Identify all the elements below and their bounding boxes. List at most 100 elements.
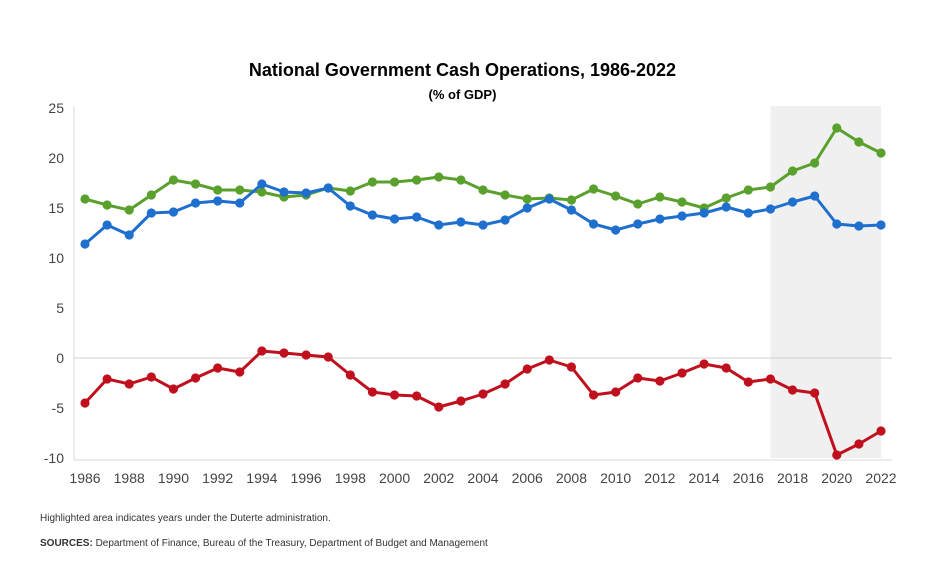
series-3-point: [102, 374, 112, 384]
series-2-point: [810, 191, 820, 201]
x-tick-label: 2008: [556, 470, 587, 486]
series-3-point: [345, 370, 355, 380]
x-tick-label: 1994: [246, 470, 277, 486]
series-3-point: [412, 391, 422, 401]
x-tick-label: 1990: [158, 470, 189, 486]
y-tick-label: 0: [56, 350, 64, 366]
sources-label: SOURCES:: [40, 538, 93, 549]
series-1-point: [876, 148, 886, 158]
series-3-point: [810, 388, 820, 398]
series-3-point: [832, 450, 842, 460]
series-2-point: [345, 201, 355, 211]
series-1-point: [412, 175, 422, 185]
series-3-point: [854, 439, 864, 449]
x-tick-label: 1998: [335, 470, 366, 486]
series-3-point: [655, 376, 665, 386]
x-tick-label: 1986: [69, 470, 100, 486]
series-2-point: [832, 219, 842, 229]
series-1-point: [345, 186, 355, 196]
x-tick-label: 2010: [600, 470, 631, 486]
series-1-point: [434, 172, 444, 182]
series-1-point: [389, 177, 400, 187]
series-2-point: [102, 220, 112, 230]
series-2-point: [787, 197, 798, 207]
series-3-point: [566, 362, 577, 372]
series-1-point: [367, 177, 378, 187]
series-2-point: [323, 183, 333, 193]
series-2-point: [699, 208, 709, 218]
series-1-point: [743, 185, 753, 195]
series-2-point: [146, 208, 156, 218]
series-3-point: [323, 352, 333, 362]
x-tick-label: 2012: [644, 470, 675, 486]
series-2-point: [80, 239, 90, 249]
series-2-point: [500, 215, 510, 225]
series-2-point: [633, 219, 643, 229]
series-1-point: [854, 137, 864, 147]
series-1-point: [721, 193, 731, 203]
x-tick-label: 2002: [423, 470, 454, 486]
series-2-point: [876, 220, 886, 230]
series-1-point: [456, 175, 466, 185]
series-3-point: [168, 384, 179, 394]
x-tick-label: 2004: [467, 470, 498, 486]
series-3-point: [456, 396, 466, 406]
series-3-point: [522, 364, 532, 374]
x-tick-label: 2016: [733, 470, 764, 486]
series-2-point: [168, 207, 179, 217]
y-tick-label: 10: [48, 250, 64, 266]
series-3-point: [478, 389, 488, 399]
series-2-point: [854, 221, 864, 231]
series-2-point: [743, 208, 753, 218]
series-3-point: [677, 368, 687, 378]
series-1-point: [235, 185, 245, 195]
series-1-point: [611, 191, 621, 201]
series-1-point: [168, 175, 179, 185]
x-tick-label: 2022: [865, 470, 896, 486]
series-1-point: [478, 185, 488, 195]
highlight-band: [770, 106, 881, 458]
series-2-point: [190, 198, 201, 208]
series-1-point: [787, 166, 798, 176]
series-2-point: [456, 217, 466, 227]
series-3-point: [124, 379, 134, 389]
series-3-point: [367, 387, 378, 397]
series-1-point: [677, 197, 687, 207]
series-1-point: [810, 158, 820, 168]
series-2-point: [478, 220, 488, 230]
series-2-point: [257, 179, 267, 189]
series-3-point: [787, 385, 798, 395]
series-3-point: [876, 426, 886, 436]
series-1-point: [765, 182, 776, 192]
series-2-point: [434, 220, 444, 230]
series-1-point: [633, 199, 643, 209]
series-3-point: [765, 374, 776, 384]
series-2-point: [213, 196, 223, 206]
series-1-point: [832, 123, 842, 133]
series-1-point: [146, 190, 156, 200]
series-1-point: [80, 194, 90, 204]
series-3-point: [633, 373, 643, 383]
series-1-point: [566, 195, 577, 205]
series-3-point: [146, 372, 156, 382]
y-tick-label: -10: [44, 450, 64, 466]
x-tick-label: 2018: [777, 470, 808, 486]
series-3-point: [213, 363, 223, 373]
series-2-point: [544, 194, 554, 204]
series-1-point: [655, 192, 665, 202]
series-2-point: [566, 205, 577, 215]
y-tick-label: 25: [48, 100, 64, 116]
chart-title: National Government Cash Operations, 198…: [248, 60, 677, 80]
y-tick-label: 20: [48, 150, 64, 166]
series-2-point: [279, 187, 289, 197]
series-3-point: [301, 350, 311, 360]
sources-note: SOURCES: Department of Finance, Bureau o…: [40, 538, 488, 549]
series-2-point: [367, 210, 378, 220]
series-2-point: [588, 219, 599, 229]
y-tick-label: -5: [52, 400, 65, 416]
series-line-1: [84, 126, 882, 212]
x-tick-label: 2014: [689, 470, 720, 486]
series-2-point: [721, 202, 731, 212]
series-1-point: [124, 205, 134, 215]
series-1-point: [500, 190, 510, 200]
